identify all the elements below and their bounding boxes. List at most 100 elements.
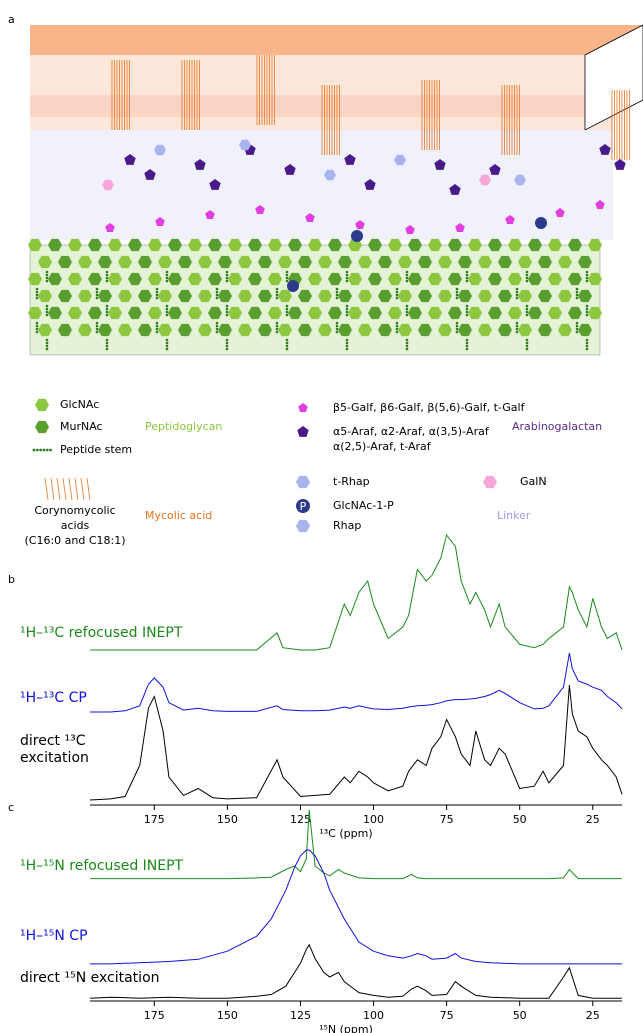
sugar-icon [328,238,342,252]
sugar-icon [338,323,352,337]
spectrum [90,849,622,965]
peptide-dot [45,307,49,311]
sugar-icon [508,238,522,252]
peptide-dot [345,347,349,351]
sugar-icon [268,306,282,320]
peptide-dot [95,330,99,334]
peptide-dot [515,290,519,294]
x-tick-label: 125 [290,813,311,826]
trace-label: ¹H–¹⁵N CP [20,928,88,944]
sugar-icon [568,238,582,252]
peptide-dot [215,321,219,325]
peptide-dot [525,304,529,308]
peptide-dot [95,321,99,325]
sugar-icon [538,255,552,269]
sugar-icon [448,238,462,252]
sugar-icon [468,306,482,320]
galf-icon [255,205,265,214]
peptide-dot [105,344,109,348]
sugar-icon [248,238,262,252]
peptide-dot [105,273,109,277]
sugar-icon [148,238,162,252]
peptide-dot [515,287,519,291]
x-tick-label: 50 [513,813,527,826]
peptide-dot [335,330,339,334]
sugar-icon [398,289,412,303]
panel-label: b [8,573,15,586]
peptide-dot [585,313,589,317]
araf-icon [489,164,501,175]
sugar-icon [338,289,352,303]
peptide-dot [465,270,469,274]
sugar-icon [238,289,252,303]
sugar-icon [168,272,182,286]
peptide-dot [275,296,279,300]
peptide-dot [335,290,339,294]
sugar-icon [448,306,462,320]
peptide-dot [455,324,459,328]
mycolic-chain [62,477,67,501]
peptide-dot [42,448,46,452]
sugar-icon [98,289,112,303]
peptide-dot [45,338,49,342]
sugar-icon [358,289,372,303]
x-tick-label: 75 [440,1009,454,1022]
sugar-icon [428,306,442,320]
galf-icon [505,215,515,224]
peptide-dot [105,310,109,314]
peptide-dot [45,276,49,280]
sugar-icon [478,255,492,269]
x-tick-label: 175 [144,1009,165,1022]
peptide-dot [465,307,469,311]
peptide-dot [335,287,339,291]
galf-icon [405,225,415,234]
peptide-dot [35,293,39,297]
peptide-dot [45,279,49,283]
sugar-icon [418,323,432,337]
peptide-dot [585,276,589,280]
peptide-dot [345,307,349,311]
peptide-dot [45,273,49,277]
peptide-dot [105,304,109,308]
sugar-icon [348,272,362,286]
sugar-icon [578,255,592,269]
spectrum [90,653,623,713]
sugar-icon [248,306,262,320]
peptide-dot [165,310,169,314]
sugar-icon [68,238,82,252]
peptide-dot [515,321,519,325]
sugar-icon [298,255,312,269]
sugar-icon [588,272,602,286]
peptide-dot [155,296,159,300]
peptide-dot [225,273,229,277]
sugar-icon [208,272,222,286]
sugar-icon [58,289,72,303]
x-tick-label: 150 [217,813,238,826]
peptide-dot [515,293,519,297]
phosphate-icon [296,499,310,513]
sugar-icon [38,289,52,303]
sugar-icon [308,272,322,286]
peptide-dot [465,344,469,348]
peptide-dot [575,327,579,331]
sugar-icon [138,323,152,337]
peptide-dot [345,338,349,342]
peptide-dot [165,304,169,308]
sugar-icon [338,255,352,269]
sugar-icon [318,255,332,269]
peptide-dot [105,276,109,280]
sugar-icon [188,238,202,252]
sugar-icon [578,323,592,337]
peptide-dot [105,270,109,274]
peptide-dot [525,270,529,274]
sugar-icon [498,255,512,269]
sugar-icon [218,323,232,337]
legend-text: β5-Galf, β6-Galf, β(5,6)-Galf, t-Galf [333,401,526,414]
peptide-dot [285,347,289,351]
peptide-dot [395,287,399,291]
sugar-icon [558,289,572,303]
sugar-icon [148,272,162,286]
sugar-icon [268,272,282,286]
araf-icon [614,159,626,170]
peptide-dot [285,310,289,314]
